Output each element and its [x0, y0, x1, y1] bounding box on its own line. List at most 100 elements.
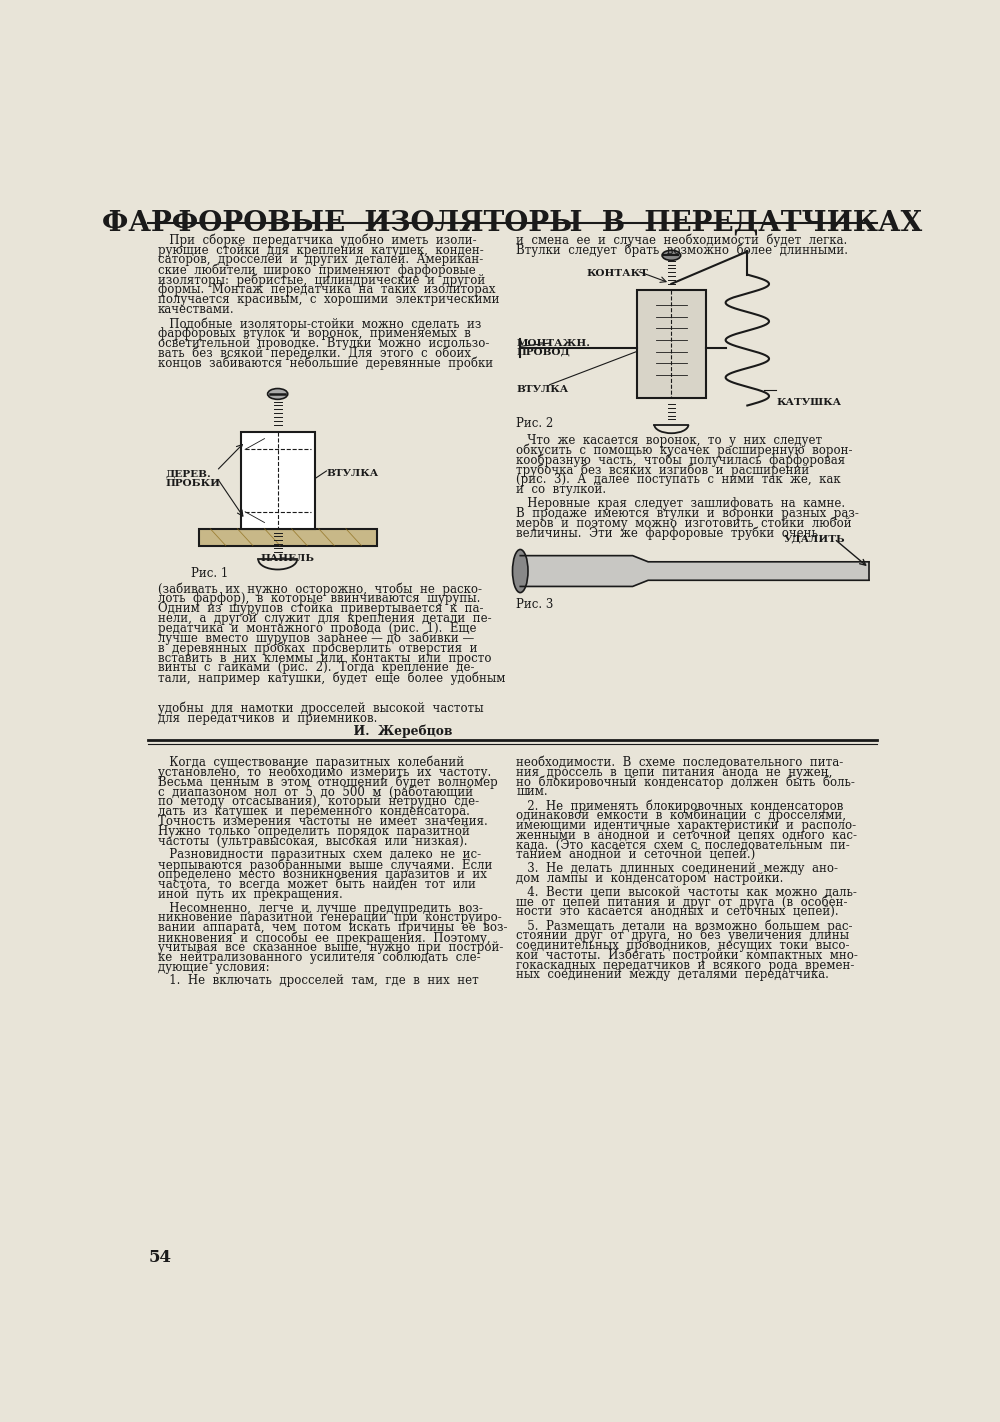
Text: При  сборке  передатчика  удобно  иметь  изоли-: При сборке передатчика удобно иметь изол…	[158, 233, 476, 247]
Text: Рис. 3: Рис. 3	[516, 599, 554, 611]
Text: тали,  например  катушки,  будет  еще  более  удобным: тали, например катушки, будет еще более …	[158, 671, 505, 685]
Polygon shape	[520, 556, 869, 586]
Text: И.  Жеребцов: И. Жеребцов	[158, 725, 452, 738]
Text: имеющими  идентичные  характеристики  и  располо-: имеющими идентичные характеристики и рас…	[516, 819, 856, 832]
Text: лать  из  катушек  и  переменного  конденсатора.: лать из катушек и переменного конденсато…	[158, 805, 469, 818]
Bar	[637, 290, 706, 398]
Text: соединительных  проводников,  несущих  токи  высо-: соединительных проводников, несущих токи…	[516, 939, 850, 951]
Ellipse shape	[268, 388, 288, 400]
Text: Что  же  касается  воронок,  то  у  них  следует: Что же касается воронок, то у них следуе…	[516, 434, 822, 447]
Text: ности  это  касается  анодных  и  сеточных  цепей).: ности это касается анодных и сеточных це…	[516, 906, 839, 919]
Text: УДАЛИТЬ: УДАЛИТЬ	[784, 535, 845, 543]
Text: одинаковой  емкости  в  комбинации  с  дросселями,: одинаковой емкости в комбинации с дроссе…	[516, 809, 846, 822]
Text: учитывая  все  сказанное  выше,  нужно  при  построй-: учитывая все сказанное выше, нужно при п…	[158, 941, 503, 954]
Text: 1.  Не  включать  дросселей  там,  где  в  них  нет: 1. Не включать дросселей там, где в них …	[158, 974, 478, 987]
Bar	[241, 432, 315, 529]
Text: Несомненно,  легче  и  лучше  предупредить  воз-: Несомненно, легче и лучше предупредить в…	[158, 902, 482, 914]
Text: винты  с  гайками  (рис.  2).  Тогда  крепление  де-: винты с гайками (рис. 2). Тогда креплени…	[158, 661, 474, 674]
Text: концов  забиваются  небольшие  деревянные  пробки: концов забиваются небольшие деревянные п…	[158, 357, 493, 370]
Text: 4.  Вести  цепи  высокой  частоты  как  можно  даль-: 4. Вести цепи высокой частоты как можно …	[516, 886, 857, 899]
Text: танием  анодной  и  сеточной  цепей.): танием анодной и сеточной цепей.)	[516, 849, 756, 862]
Bar	[199, 529, 377, 546]
Text: саторов,  дросселей  и  других  деталей.  Американ-: саторов, дросселей и других деталей. Аме…	[158, 253, 483, 266]
Text: никновение  паразитной  генерации  при  конструиро-: никновение паразитной генерации при конс…	[158, 912, 501, 924]
Text: обкусить  с  помощью  кусачек  расширенную  ворон-: обкусить с помощью кусачек расширенную в…	[516, 444, 853, 458]
Text: Весьма  ценным  в  этом  отношении  будет  волномер: Весьма ценным в этом отношении будет вол…	[158, 775, 497, 789]
Text: вании  аппарата,  чем  потом  искать  причины  ее  воз-: вании аппарата, чем потом искать причины…	[158, 921, 507, 934]
Text: гокаскадных  передатчиков  и  всякого  рода  времен-: гокаскадных передатчиков и всякого рода …	[516, 958, 855, 971]
Text: ДЕРЕВ.: ДЕРЕВ.	[165, 469, 211, 478]
Text: и  смена  ее  и  случае  необходимости  будет  легка.: и смена ее и случае необходимости будет …	[516, 233, 848, 247]
Text: 54: 54	[148, 1249, 171, 1266]
Text: определено  место  возникновения  паразитов  и  их: определено место возникновения паразитов…	[158, 867, 486, 882]
Text: лоть  фарфор),  в  которые  ввинчиваются  шурупы.: лоть фарфор), в которые ввинчиваются шур…	[158, 593, 480, 606]
Text: 5.  Размещать  детали  на  возможно  большем  рас-: 5. Размещать детали на возможно большем …	[516, 919, 853, 933]
Text: нели,  а  другой  служит  для  крепления  детали  пе-: нели, а другой служит для крепления дета…	[158, 611, 491, 626]
Text: 3.  Не  делать  длинных  соединений  между  ано-: 3. Не делать длинных соединений между ан…	[516, 862, 838, 875]
Text: ния  дроссель  в  цепи  питания  анода  не  нужен,: ния дроссель в цепи питания анода не нуж…	[516, 765, 833, 779]
Text: ных  соединений  между  деталями  передатчика.: ных соединений между деталями передатчик…	[516, 968, 829, 981]
Text: фарфоровых  втулок  и  воронок,  применяемых  в: фарфоровых втулок и воронок, применяемых…	[158, 327, 470, 340]
Text: Точность  измерения  частоты  не  имеет  значения.: Точность измерения частоты не имеет знач…	[158, 815, 487, 828]
Text: для  передатчиков  и  приемников.: для передатчиков и приемников.	[158, 712, 377, 725]
Text: КОНТАКТ: КОНТАКТ	[586, 269, 648, 279]
Text: стоянии  друг  от  друга,  но  без  увеличения  длины: стоянии друг от друга, но без увеличения…	[516, 929, 850, 943]
Text: дом  лампы  и  конденсатором  настройки.: дом лампы и конденсатором настройки.	[516, 872, 784, 884]
Text: величины.  Эти  же  фарфоровые  трубки  очень: величины. Эти же фарфоровые трубки очень	[516, 526, 818, 540]
Text: трубочка  без  всяких  изгибов  и  расширений: трубочка без всяких изгибов и расширений	[516, 464, 810, 476]
Text: вать  без  всякой  переделки.  Для  этого  с  обоих: вать без всякой переделки. Для этого с о…	[158, 347, 471, 360]
Text: женными  в  анодной  и  сеточной  цепях  одного  кас-: женными в анодной и сеточной цепях одног…	[516, 829, 857, 842]
Text: Втулки  следует  брать  возможно  более  длинными.: Втулки следует брать возможно более длин…	[516, 243, 848, 257]
Text: дующие  условия:: дующие условия:	[158, 961, 269, 974]
Text: ПРОБКИ: ПРОБКИ	[165, 479, 220, 488]
Text: установлено,  то  необходимо  измерить  их  частоту.: установлено, то необходимо измерить их ч…	[158, 765, 491, 779]
Text: ше  от  цепей  питания  и  друг  от  друга  (в  особен-: ше от цепей питания и друг от друга (в о…	[516, 896, 848, 909]
Text: но  блокировочный  конденсатор  должен  быть  боль-: но блокировочный конденсатор должен быть…	[516, 775, 855, 789]
Text: ВТУЛКА: ВТУЛКА	[326, 469, 379, 478]
Text: частоты  (ультравысокая,  высокая  или  низкая).: частоты (ультравысокая, высокая или низк…	[158, 835, 467, 848]
Text: ские  любители  широко  применяют  фарфоровые: ские любители широко применяют фарфоровы…	[158, 263, 475, 277]
Text: (забивать  их  нужно  осторожно,  чтобы  не  раско-: (забивать их нужно осторожно, чтобы не р…	[158, 583, 482, 596]
Text: Рис. 2: Рис. 2	[516, 417, 554, 429]
Text: никновения  и  способы  ее  прекращения.  Поэтому,: никновения и способы ее прекращения. Поэ…	[158, 931, 490, 944]
Text: получается  красивым,  с  хорошими  электрическими: получается красивым, с хорошими электрич…	[158, 293, 499, 306]
Text: частота,  то  всегда  может  быть  найден  тот  или: частота, то всегда может быть найден тот…	[158, 877, 475, 892]
Text: вставить  в  них  клеммы  или  контакты  или  просто: вставить в них клеммы или контакты или п…	[158, 651, 491, 664]
Text: ПРОВОД: ПРОВОД	[516, 348, 570, 357]
Text: изоляторы:  ребристые,  цилиндрические  и  другой: изоляторы: ребристые, цилиндрические и д…	[158, 273, 485, 287]
Text: КАТУШКА: КАТУШКА	[776, 398, 841, 407]
Text: кой  частоты.  Избегать  постройки  компактных  мно-: кой частоты. Избегать постройки компактн…	[516, 948, 858, 963]
Text: кообразную  часть,  чтобы  получилась  фарфоровая: кообразную часть, чтобы получилась фарфо…	[516, 454, 846, 468]
Text: удобны  для  намотки  дросселей  высокой  частоты: удобны для намотки дросселей высокой час…	[158, 702, 483, 715]
Text: Рис. 1: Рис. 1	[191, 567, 228, 580]
Text: Одним  из  шурупов  стойка  привертывается  к  па-: Одним из шурупов стойка привертывается к…	[158, 603, 483, 616]
Text: Нужно  только  определить  порядок  паразитной: Нужно только определить порядок паразитн…	[158, 825, 469, 838]
Text: осветительной  проводке.  Втулки  можно  использо-: осветительной проводке. Втулки можно исп…	[158, 337, 489, 350]
Text: рующие  стойки  для  крепления  катушек,  конден-: рующие стойки для крепления катушек, кон…	[158, 243, 483, 256]
Text: (рис.  3).  А  далее  поступать  с  ними  так  же,  как: (рис. 3). А далее поступать с ними так ж…	[516, 474, 841, 486]
Text: по  методу  отсасывания),  который  нетрудно  сде-: по методу отсасывания), который нетрудно…	[158, 795, 479, 808]
Text: и  со  втулкой.: и со втулкой.	[516, 483, 606, 496]
Ellipse shape	[662, 250, 681, 260]
Text: с  диапазоном  нол  от  5  до  500  м  (работающий: с диапазоном нол от 5 до 500 м (работающ…	[158, 785, 473, 799]
Text: ке  нейтрализованного  усилителя  соблюдать  сле-: ке нейтрализованного усилителя соблюдать…	[158, 951, 480, 964]
Text: лучше  вместо  шурупов  заранее — до  забивки —: лучше вместо шурупов заранее — до забивк…	[158, 631, 474, 646]
Text: када.  (Это  касается  схем  с  последовательным  пи-: када. (Это касается схем с последователь…	[516, 839, 850, 852]
Text: шим.: шим.	[516, 785, 548, 798]
Text: ПАНЕЛЬ: ПАНЕЛЬ	[261, 555, 315, 563]
Text: Разновидности  паразитных  схем  далеко  не  ис-: Разновидности паразитных схем далеко не …	[158, 849, 481, 862]
Text: в  деревянных  пробках  просверлить  отверстия  и: в деревянных пробках просверлить отверст…	[158, 641, 477, 656]
Text: В  продаже  имеются  втулки  и  воронки  разных  раз-: В продаже имеются втулки и воронки разны…	[516, 506, 859, 520]
Text: иной  путь  их  прекращения.: иной путь их прекращения.	[158, 887, 342, 900]
Text: МОНТАЖН.: МОНТАЖН.	[516, 338, 590, 347]
Text: Когда  существование  паразитных  колебаний: Когда существование паразитных колебаний	[158, 757, 464, 769]
Text: редатчика  и  монтажного  провода  (рис.  1).  Еще: редатчика и монтажного провода (рис. 1).…	[158, 621, 476, 636]
Text: 2.  Не  применять  блокировочных  конденсаторов: 2. Не применять блокировочных конденсато…	[516, 799, 844, 812]
Text: Подобные  изоляторы-стойки  можно  сделать  из: Подобные изоляторы-стойки можно сделать …	[158, 317, 481, 331]
Text: ВТУЛКА: ВТУЛКА	[516, 385, 569, 394]
Text: качествами.: качествами.	[158, 303, 234, 316]
Ellipse shape	[512, 549, 528, 593]
Text: необходимости.  В  схеме  последовательного  пита-: необходимости. В схеме последовательного…	[516, 757, 844, 769]
Text: ФАРФОРОВЫЕ  ИЗОЛЯТОРЫ  В  ПЕРЕДАТЧИКАХ: ФАРФОРОВЫЕ ИЗОЛЯТОРЫ В ПЕРЕДАТЧИКАХ	[102, 209, 923, 236]
Text: черпываются  разобранными  выше  случаями.  Если: черпываются разобранными выше случаями. …	[158, 859, 492, 872]
